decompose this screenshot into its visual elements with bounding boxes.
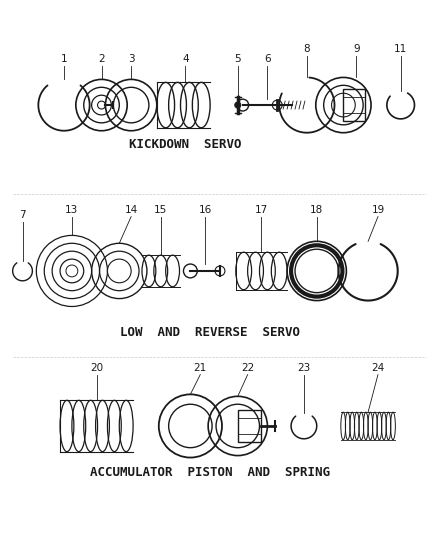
Text: 17: 17 <box>254 205 268 215</box>
Bar <box>237 410 261 442</box>
Bar <box>343 89 364 121</box>
Text: 7: 7 <box>19 209 26 220</box>
Text: 5: 5 <box>234 54 240 63</box>
Text: 13: 13 <box>65 205 78 215</box>
Text: KICKDOWN  SERVO: KICKDOWN SERVO <box>129 138 241 151</box>
Text: 16: 16 <box>198 205 211 215</box>
Text: 2: 2 <box>98 54 105 63</box>
Text: 19: 19 <box>371 205 384 215</box>
Text: 24: 24 <box>371 362 384 373</box>
Circle shape <box>234 102 240 108</box>
Text: 8: 8 <box>303 44 310 54</box>
Text: 6: 6 <box>264 54 270 63</box>
Text: 11: 11 <box>393 44 406 54</box>
Text: ACCUMULATOR  PISTON  AND  SPRING: ACCUMULATOR PISTON AND SPRING <box>90 466 329 479</box>
Text: 14: 14 <box>124 205 138 215</box>
Text: 21: 21 <box>193 362 206 373</box>
Text: 4: 4 <box>182 54 188 63</box>
Text: 22: 22 <box>240 362 254 373</box>
Text: 3: 3 <box>127 54 134 63</box>
Text: LOW  AND  REVERSE  SERVO: LOW AND REVERSE SERVO <box>120 326 300 338</box>
Text: 15: 15 <box>154 205 167 215</box>
Text: 1: 1 <box>60 54 67 63</box>
Text: 23: 23 <box>297 362 310 373</box>
Text: 20: 20 <box>90 362 103 373</box>
Text: 18: 18 <box>309 205 323 215</box>
Text: 9: 9 <box>352 44 359 54</box>
